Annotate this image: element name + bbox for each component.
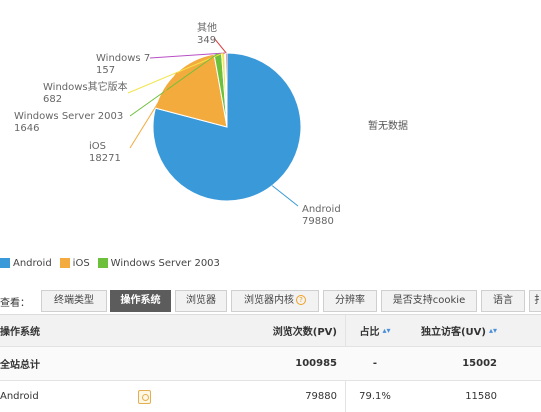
total-pv: 100985: [295, 358, 337, 369]
slice-label-value: 18271: [89, 153, 121, 164]
slice-label-name: Windows 7: [96, 53, 150, 64]
total-uv: 15002: [462, 358, 497, 369]
label-line-windows-7: [149, 52, 226, 59]
empty-data-note: 暂无数据: [368, 121, 408, 132]
col-header-os: 操作系统: [0, 327, 40, 338]
table-total-row: 全站总计 100985 - 15002: [0, 347, 541, 381]
column-divider: [345, 315, 346, 346]
column-divider: [345, 381, 346, 412]
col-header-uv-label: 独立访客(UV): [420, 327, 486, 338]
slice-label-value: 157: [96, 65, 115, 76]
slice-label-name: Windows Server 2003: [14, 111, 123, 122]
slice-label-name: Windows其它版本: [43, 80, 128, 93]
row-os-name: Android: [0, 391, 39, 402]
os-stats-table: 操作系统 浏览次数(PV) 占比 ▴▾ 独立访客(UV) ▴▾ 全站总计 10098…: [0, 314, 541, 412]
legend-item-ios[interactable]: iOS: [59, 257, 90, 269]
tab-browser-engine[interactable]: 浏览器内核?: [231, 290, 319, 312]
row-uv: 11580: [465, 391, 497, 402]
dimension-tabs: 查看： 终端类型 操作系统 浏览器 浏览器内核? 分辨率 是否支持cookie …: [0, 290, 541, 312]
tab-terminal-type[interactable]: 终端类型: [41, 290, 107, 312]
label-line-windows其它版本: [127, 52, 224, 94]
total-label: 全站总计: [0, 360, 40, 371]
label-line-其他: [213, 37, 227, 54]
col-header-uv[interactable]: 独立访客(UV) ▴▾: [405, 315, 497, 346]
sort-icon[interactable]: ▴▾: [488, 326, 497, 335]
slice-label-value: 79880: [302, 216, 334, 227]
legend-label-ios: iOS: [72, 257, 90, 269]
slice-label-value: 349: [197, 35, 216, 46]
tab-browser[interactable]: 浏览器: [175, 290, 227, 312]
view-label: 查看：: [0, 298, 30, 309]
tab-more[interactable]: 扌: [529, 290, 541, 312]
legend-swatch-windows-server-2003: [97, 258, 108, 268]
pie-slice-其他[interactable]: [224, 52, 228, 128]
col-header-ratio[interactable]: 占比 ▴▾: [345, 315, 405, 346]
legend-swatch-android: [0, 258, 10, 268]
help-icon[interactable]: ?: [296, 295, 306, 305]
label-line-android: [271, 185, 299, 207]
col-header-ratio-label: 占比: [359, 327, 380, 338]
sort-icon[interactable]: ▴▾: [382, 326, 391, 335]
slice-label-name: 其他: [197, 21, 217, 34]
slice-label-name: iOS: [89, 141, 106, 152]
legend-item-android[interactable]: Android: [0, 258, 52, 269]
legend-label-android: Android: [13, 257, 52, 269]
slice-label-value: 682: [43, 94, 62, 105]
label-line-ios: [129, 72, 178, 149]
tab-cookie-support[interactable]: 是否支持cookie: [381, 290, 477, 312]
tab-browser-engine-label: 浏览器内核: [244, 295, 294, 306]
col-header-pv[interactable]: 浏览次数(PV): [272, 327, 337, 338]
legend-item-windows-server-2003[interactable]: Windows Server 2003: [97, 257, 220, 269]
tab-resolution[interactable]: 分辨率: [323, 290, 377, 312]
row-pv: 79880: [305, 391, 337, 402]
label-line-windows-server-2003: [129, 53, 219, 117]
total-ratio: -: [372, 358, 378, 369]
chart-legend: Android iOS Windows Server 2003: [0, 256, 228, 270]
table-header-row: 操作系统 浏览次数(PV) 占比 ▴▾ 独立访客(UV) ▴▾: [0, 315, 541, 347]
table-row[interactable]: Android 79880 79.1% 11580: [0, 381, 541, 412]
tab-language[interactable]: 语言: [481, 290, 525, 312]
slice-label-value: 1646: [14, 123, 39, 134]
trend-detail-icon[interactable]: [138, 390, 151, 404]
legend-swatch-ios: [59, 258, 70, 268]
legend-label-windows-server-2003: Windows Server 2003: [110, 257, 220, 269]
tab-operating-system[interactable]: 操作系统: [110, 290, 171, 312]
slice-label-name: Android: [302, 204, 341, 215]
row-ratio: 79.1%: [359, 391, 391, 402]
